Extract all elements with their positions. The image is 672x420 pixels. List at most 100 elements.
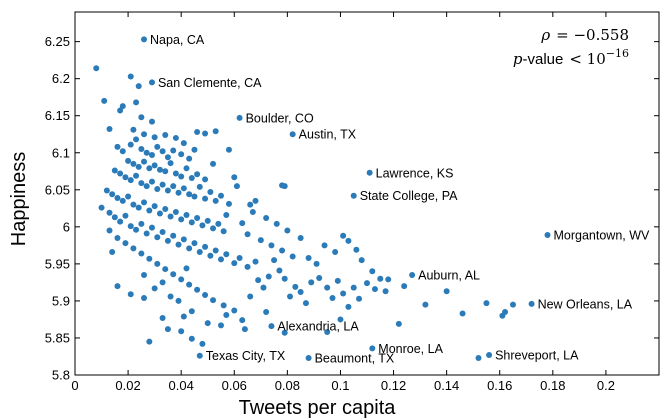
data-point (114, 283, 121, 290)
data-point (170, 147, 177, 154)
data-point (281, 183, 288, 190)
data-point (172, 134, 179, 141)
data-point (289, 131, 296, 138)
data-point (141, 36, 148, 43)
data-point (133, 172, 140, 179)
data-point (127, 177, 134, 184)
data-point (212, 247, 219, 254)
data-point (350, 192, 357, 199)
rho-annotation: ρ = −0.558 (540, 26, 629, 44)
data-point (117, 218, 124, 225)
data-point (98, 204, 105, 211)
data-point (475, 354, 482, 361)
data-point (183, 165, 190, 172)
x-tick-label: 0.02 (115, 378, 140, 393)
point-label: Alexandria, LA (277, 320, 359, 334)
data-point (122, 174, 129, 181)
point-label: Morgantown, WV (554, 228, 651, 242)
data-point (305, 254, 312, 261)
data-point (483, 300, 490, 307)
data-point (409, 271, 416, 278)
data-point (122, 240, 129, 247)
y-tick-label: 6.15 (45, 108, 70, 123)
data-point (130, 160, 137, 167)
p-exponent: −16 (606, 47, 629, 60)
data-point (225, 146, 232, 153)
data-point (271, 257, 278, 264)
data-point (239, 317, 246, 324)
data-point (544, 231, 551, 238)
data-point (364, 280, 370, 287)
labeled-point: State College, PA (350, 189, 458, 203)
data-point (324, 329, 331, 336)
labeled-point: Texas City, TX (196, 349, 286, 363)
y-tick-label: 6.2 (52, 71, 70, 86)
data-point (133, 226, 140, 233)
data-point (220, 228, 227, 235)
data-point (252, 197, 259, 204)
data-point (459, 310, 466, 317)
data-point (244, 231, 251, 238)
rho-value: = −0.558 (556, 26, 629, 44)
labeled-point: Morgantown, WV (544, 228, 651, 242)
data-point (146, 165, 153, 172)
data-point (148, 151, 155, 158)
data-point (130, 201, 137, 208)
data-point (156, 166, 163, 173)
data-point (133, 99, 140, 106)
data-point (148, 224, 155, 231)
data-point (148, 79, 155, 86)
p-relation: < 10 (569, 50, 605, 68)
data-point (329, 294, 336, 301)
data-point (212, 197, 219, 204)
data-point (135, 163, 142, 170)
data-point (191, 193, 198, 200)
stats-annotation: ρ = −0.558 p-value < 10−16 (513, 26, 629, 68)
data-point (138, 220, 145, 227)
data-point (170, 271, 177, 278)
data-point (141, 158, 148, 165)
data-point (486, 351, 493, 358)
data-point (183, 211, 190, 218)
data-point (146, 338, 153, 345)
data-point (287, 293, 294, 300)
data-point (151, 162, 158, 169)
data-point (252, 258, 259, 265)
data-point (268, 323, 275, 330)
data-point (127, 141, 134, 148)
data-point (191, 146, 198, 153)
p-text: -value (522, 51, 563, 68)
data-point (366, 169, 373, 176)
data-point (159, 181, 166, 188)
data-point (207, 252, 214, 259)
data-point (369, 268, 376, 275)
data-point (109, 191, 116, 198)
data-point (279, 247, 286, 254)
labeled-point: San Clemente, CA (148, 76, 262, 90)
data-point (263, 309, 270, 316)
x-tick-label: 0.04 (169, 378, 194, 393)
data-point (130, 126, 137, 133)
data-point (292, 283, 299, 290)
data-point (210, 160, 217, 167)
data-point (167, 160, 174, 167)
data-point (350, 284, 357, 291)
data-point (196, 249, 203, 256)
data-point (141, 199, 148, 206)
labeled-point: Austin, TX (289, 128, 357, 142)
data-point (127, 291, 134, 298)
data-point (207, 189, 214, 196)
data-point (273, 220, 280, 227)
data-point (117, 107, 124, 114)
y-axis-title: Happiness (8, 152, 30, 247)
data-point (111, 214, 118, 221)
data-point (199, 340, 206, 347)
data-point (164, 326, 171, 333)
data-point (175, 241, 182, 248)
labeled-point: Lawrence, KS (366, 166, 453, 180)
data-point (223, 251, 230, 258)
data-point (220, 302, 227, 309)
data-point (178, 276, 185, 283)
data-point (154, 186, 161, 193)
data-point (148, 118, 155, 125)
